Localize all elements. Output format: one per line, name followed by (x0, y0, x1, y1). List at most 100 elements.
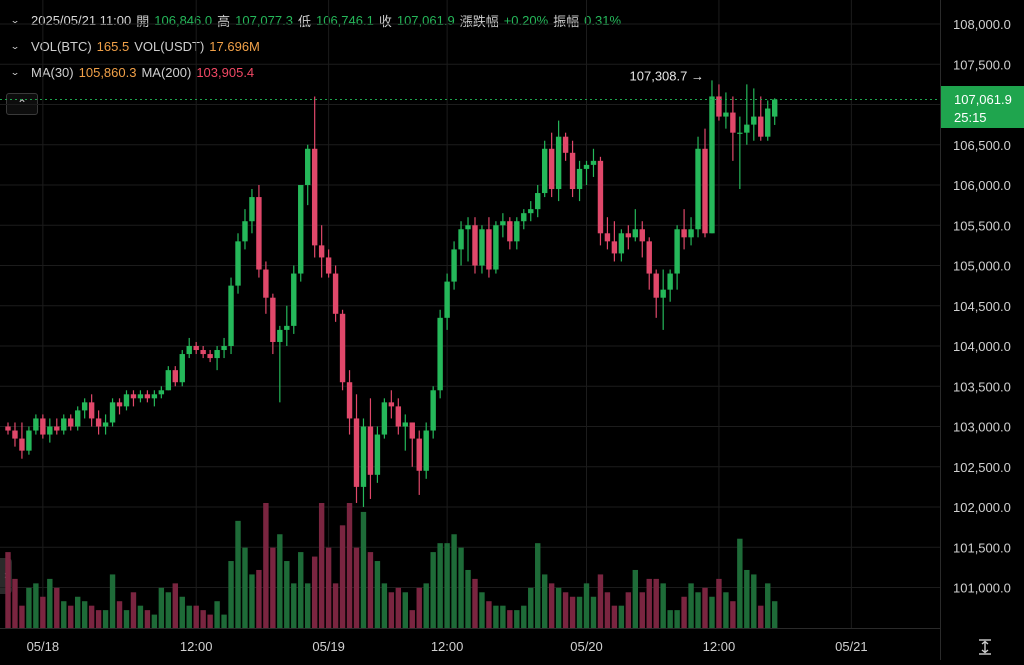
candle (562, 132, 569, 161)
volume-bar (674, 610, 680, 628)
volume-bar (186, 605, 192, 628)
volume-bar (75, 596, 81, 628)
candle-body (423, 430, 429, 471)
chevron-down-icon[interactable]: ⌄ (10, 15, 21, 25)
candle-body (81, 402, 88, 411)
candle (332, 265, 339, 322)
candle (381, 398, 388, 439)
candle (688, 217, 694, 246)
time-tick-label: 05/20 (570, 639, 603, 654)
candle-body (298, 185, 304, 274)
candle-body (19, 438, 25, 451)
volume-bar (346, 503, 353, 628)
volume-bar (751, 574, 757, 628)
candlestick-chart[interactable]: 107,308.7 → 05/18 12:00 05/19 12:00 05/20 12:… (0, 0, 940, 660)
candle-body (430, 390, 436, 431)
candle (611, 221, 618, 262)
candle (744, 84, 750, 145)
volume-bar (541, 574, 548, 628)
candle-body (555, 136, 562, 190)
candle-body (68, 418, 74, 427)
candle (395, 398, 402, 435)
volume-bar (723, 592, 729, 628)
candle-countdown: 25:15 (954, 110, 987, 125)
volume-bar (416, 587, 422, 628)
vol-usdt-value: 17.696M (209, 38, 260, 54)
candle-body (123, 394, 130, 407)
candle (109, 398, 116, 427)
candle-body (688, 229, 694, 238)
candle-body (758, 116, 764, 137)
candle-body (381, 402, 388, 435)
volume-bar (618, 605, 625, 628)
volume-bar (374, 561, 381, 628)
vol-usdt-label: VOL(USDT) (134, 38, 205, 54)
candle (660, 269, 666, 330)
candle (284, 305, 290, 346)
candle-body (235, 241, 241, 286)
candle (716, 84, 722, 121)
candle (772, 98, 778, 125)
volume-row: ⌄ VOL(BTC) 165.5 VOL(USDT) 17.696M (10, 36, 265, 56)
reset-scale-icon[interactable] (975, 638, 995, 656)
volume-bar (716, 578, 722, 628)
volume-bar (332, 583, 339, 628)
candle (186, 337, 192, 359)
volume-bar (660, 583, 666, 628)
candle (353, 394, 360, 503)
candle (19, 422, 25, 459)
volume-bar (548, 583, 555, 628)
volume-bar (325, 547, 332, 628)
candle-body (479, 229, 485, 266)
candle (416, 430, 422, 495)
candle (681, 209, 687, 250)
volume-bar (221, 614, 227, 628)
volume-bar (263, 503, 269, 628)
volume-bar (40, 596, 46, 628)
candle (597, 156, 604, 246)
candle (730, 96, 736, 161)
candle-body (311, 148, 318, 246)
candle-body (172, 370, 178, 383)
volume-bar (33, 583, 39, 628)
candle-body (632, 229, 638, 238)
candle-body (500, 221, 506, 226)
candle-body (618, 233, 625, 254)
volume-bar (214, 601, 220, 628)
volume-bar (472, 578, 478, 628)
volume-bar (611, 605, 618, 628)
ma-row: ⌄ MA(30) 105,860.3 MA(200) 103,905.4 (10, 62, 259, 82)
candle (325, 249, 332, 278)
candle-body (486, 229, 492, 270)
volume-bar (172, 583, 178, 628)
candle (367, 398, 374, 499)
candle-body (367, 426, 374, 475)
candle (723, 92, 729, 129)
time-tick-label: 05/21 (835, 639, 868, 654)
chevron-down-icon[interactable]: ⌄ (10, 67, 21, 77)
candle (339, 309, 346, 391)
candle (514, 217, 520, 250)
candle-body (388, 402, 395, 407)
chevron-down-icon[interactable]: ⌄ (10, 41, 21, 51)
candle (667, 269, 673, 302)
price-tick-label: 103,000.0 (953, 420, 1011, 435)
chart-overlay: 107,308.7 → (0, 69, 940, 101)
volume-bar (200, 610, 206, 628)
volume-bar (116, 601, 123, 628)
candle-body (730, 112, 736, 133)
volume-bar (597, 574, 604, 628)
candles (5, 80, 778, 507)
volume-bar (137, 605, 144, 628)
volume-bar (228, 561, 234, 628)
candle-body (353, 418, 360, 487)
candle-body (569, 152, 576, 190)
close-label: 收 (378, 13, 392, 29)
candle-body (709, 96, 715, 234)
candle (318, 225, 325, 278)
volume-bar (54, 587, 60, 628)
volume-bar (576, 596, 583, 628)
volume-bar (702, 587, 708, 628)
time-tick-label: 05/19 (312, 639, 345, 654)
candle (256, 185, 262, 278)
